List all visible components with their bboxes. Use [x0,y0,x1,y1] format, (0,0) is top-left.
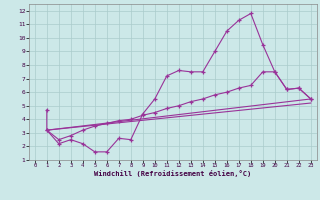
X-axis label: Windchill (Refroidissement éolien,°C): Windchill (Refroidissement éolien,°C) [94,170,252,177]
